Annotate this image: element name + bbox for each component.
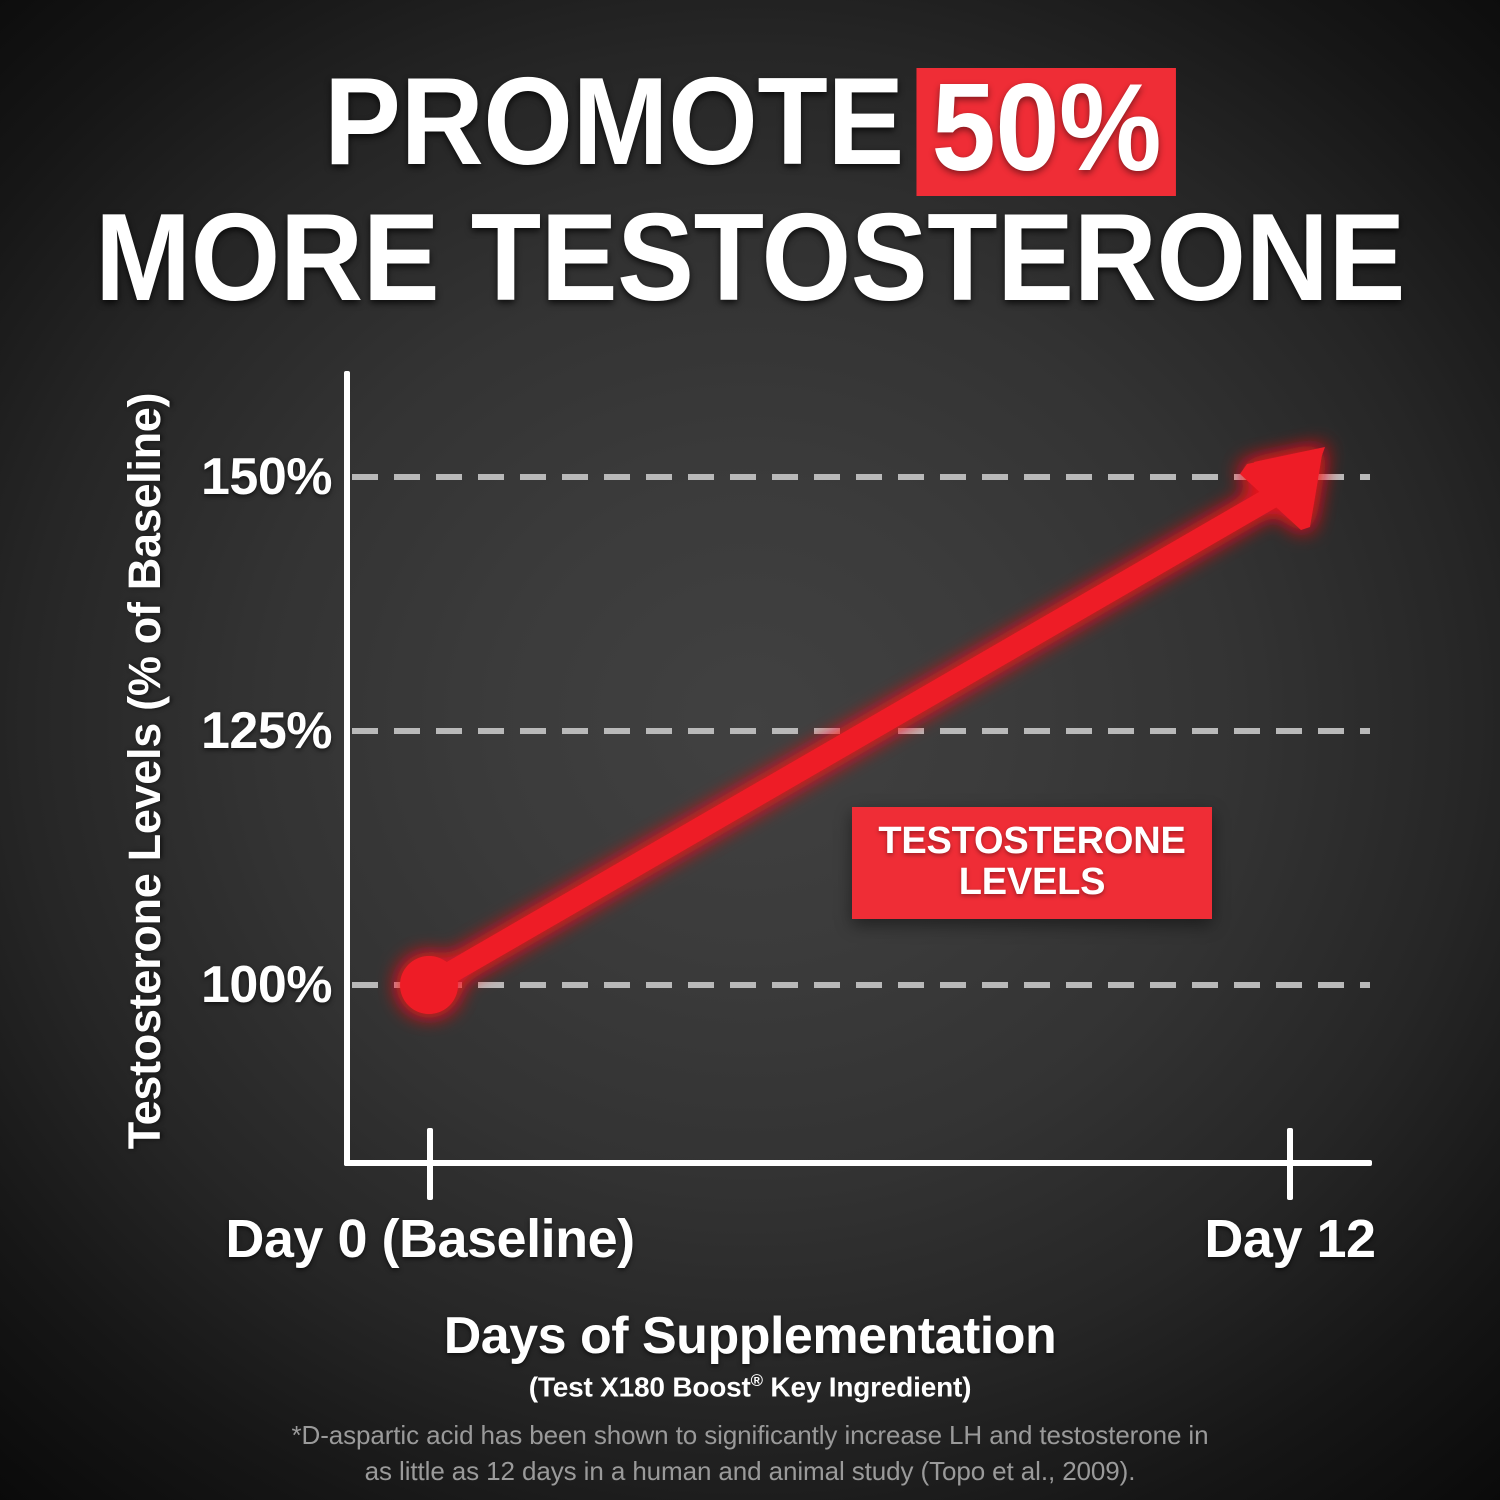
headline-percent-badge: 50% — [916, 66, 1176, 196]
legend-line-2: LEVELS — [958, 861, 1106, 904]
registered-mark-icon: ® — [750, 1371, 763, 1390]
x-axis-subtitle-pre: (Test X180 Boost — [528, 1371, 751, 1403]
y-tick-label-150: 150% — [201, 448, 333, 506]
gridline-100 — [352, 982, 1370, 988]
x-tick-label-day0: Day 0 (Baseline) — [225, 1209, 635, 1269]
headline-block: PROMOTE 50% MORE TESTOSTERONE — [0, 53, 1500, 327]
legend-testosterone-levels: TESTOSTERONE LEVELS — [852, 807, 1212, 920]
gridline-125 — [352, 728, 1370, 734]
disclaimer-line-2: as little as 12 days in a human and anim… — [364, 1455, 1136, 1486]
x-axis-subtitle: (Test X180 Boost® Key Ingredient) — [0, 1371, 1500, 1403]
y-axis-line — [344, 371, 350, 1166]
arrowhead — [1254, 447, 1325, 524]
x-axis-subtitle-post: Key Ingredient) — [762, 1371, 972, 1403]
x-tick-label-day12: Day 12 — [1204, 1209, 1376, 1269]
x-axis-line — [344, 1160, 1372, 1166]
y-tick-label-100: 100% — [201, 956, 333, 1014]
headline-line-1: PROMOTE 50% — [53, 53, 1448, 196]
x-tick-mark-day12 — [1287, 1128, 1293, 1200]
headline-line-2: MORE TESTOSTERONE — [95, 188, 1405, 327]
y-axis-title: Testosterone Levels (% of Baseline) — [119, 392, 170, 1150]
disclaimer-line-1: *D-aspartic acid has been shown to signi… — [291, 1420, 1209, 1450]
disclaimer-block: *D-aspartic acid has been shown to signi… — [0, 1418, 1500, 1490]
x-tick-mark-day0 — [427, 1128, 433, 1200]
gridline-150 — [352, 474, 1370, 480]
headline-promote-text: PROMOTE — [324, 53, 904, 191]
y-tick-label-125: 125% — [201, 702, 333, 760]
x-axis-title: Days of Supplementation — [443, 1307, 1057, 1365]
arrowhead-fill — [1240, 449, 1323, 530]
legend-line-1: TESTOSTERONE — [878, 820, 1186, 862]
